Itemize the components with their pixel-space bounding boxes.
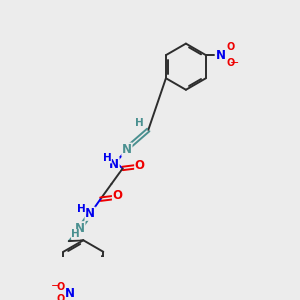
Text: O: O xyxy=(135,158,145,172)
Text: −: − xyxy=(230,58,240,68)
Text: O: O xyxy=(226,58,235,68)
Text: H: H xyxy=(103,153,112,163)
Text: N: N xyxy=(64,287,75,300)
Text: −: − xyxy=(50,280,60,291)
Text: N: N xyxy=(122,143,132,156)
Text: N: N xyxy=(109,158,119,171)
Text: H: H xyxy=(135,118,144,128)
Text: H: H xyxy=(71,229,80,239)
Text: N: N xyxy=(75,222,85,235)
Text: N: N xyxy=(216,49,226,62)
Text: O: O xyxy=(56,282,64,292)
Text: O: O xyxy=(226,43,235,52)
Text: N: N xyxy=(85,207,95,220)
Text: O: O xyxy=(56,294,64,300)
Text: O: O xyxy=(112,189,122,202)
Text: H: H xyxy=(77,204,86,214)
